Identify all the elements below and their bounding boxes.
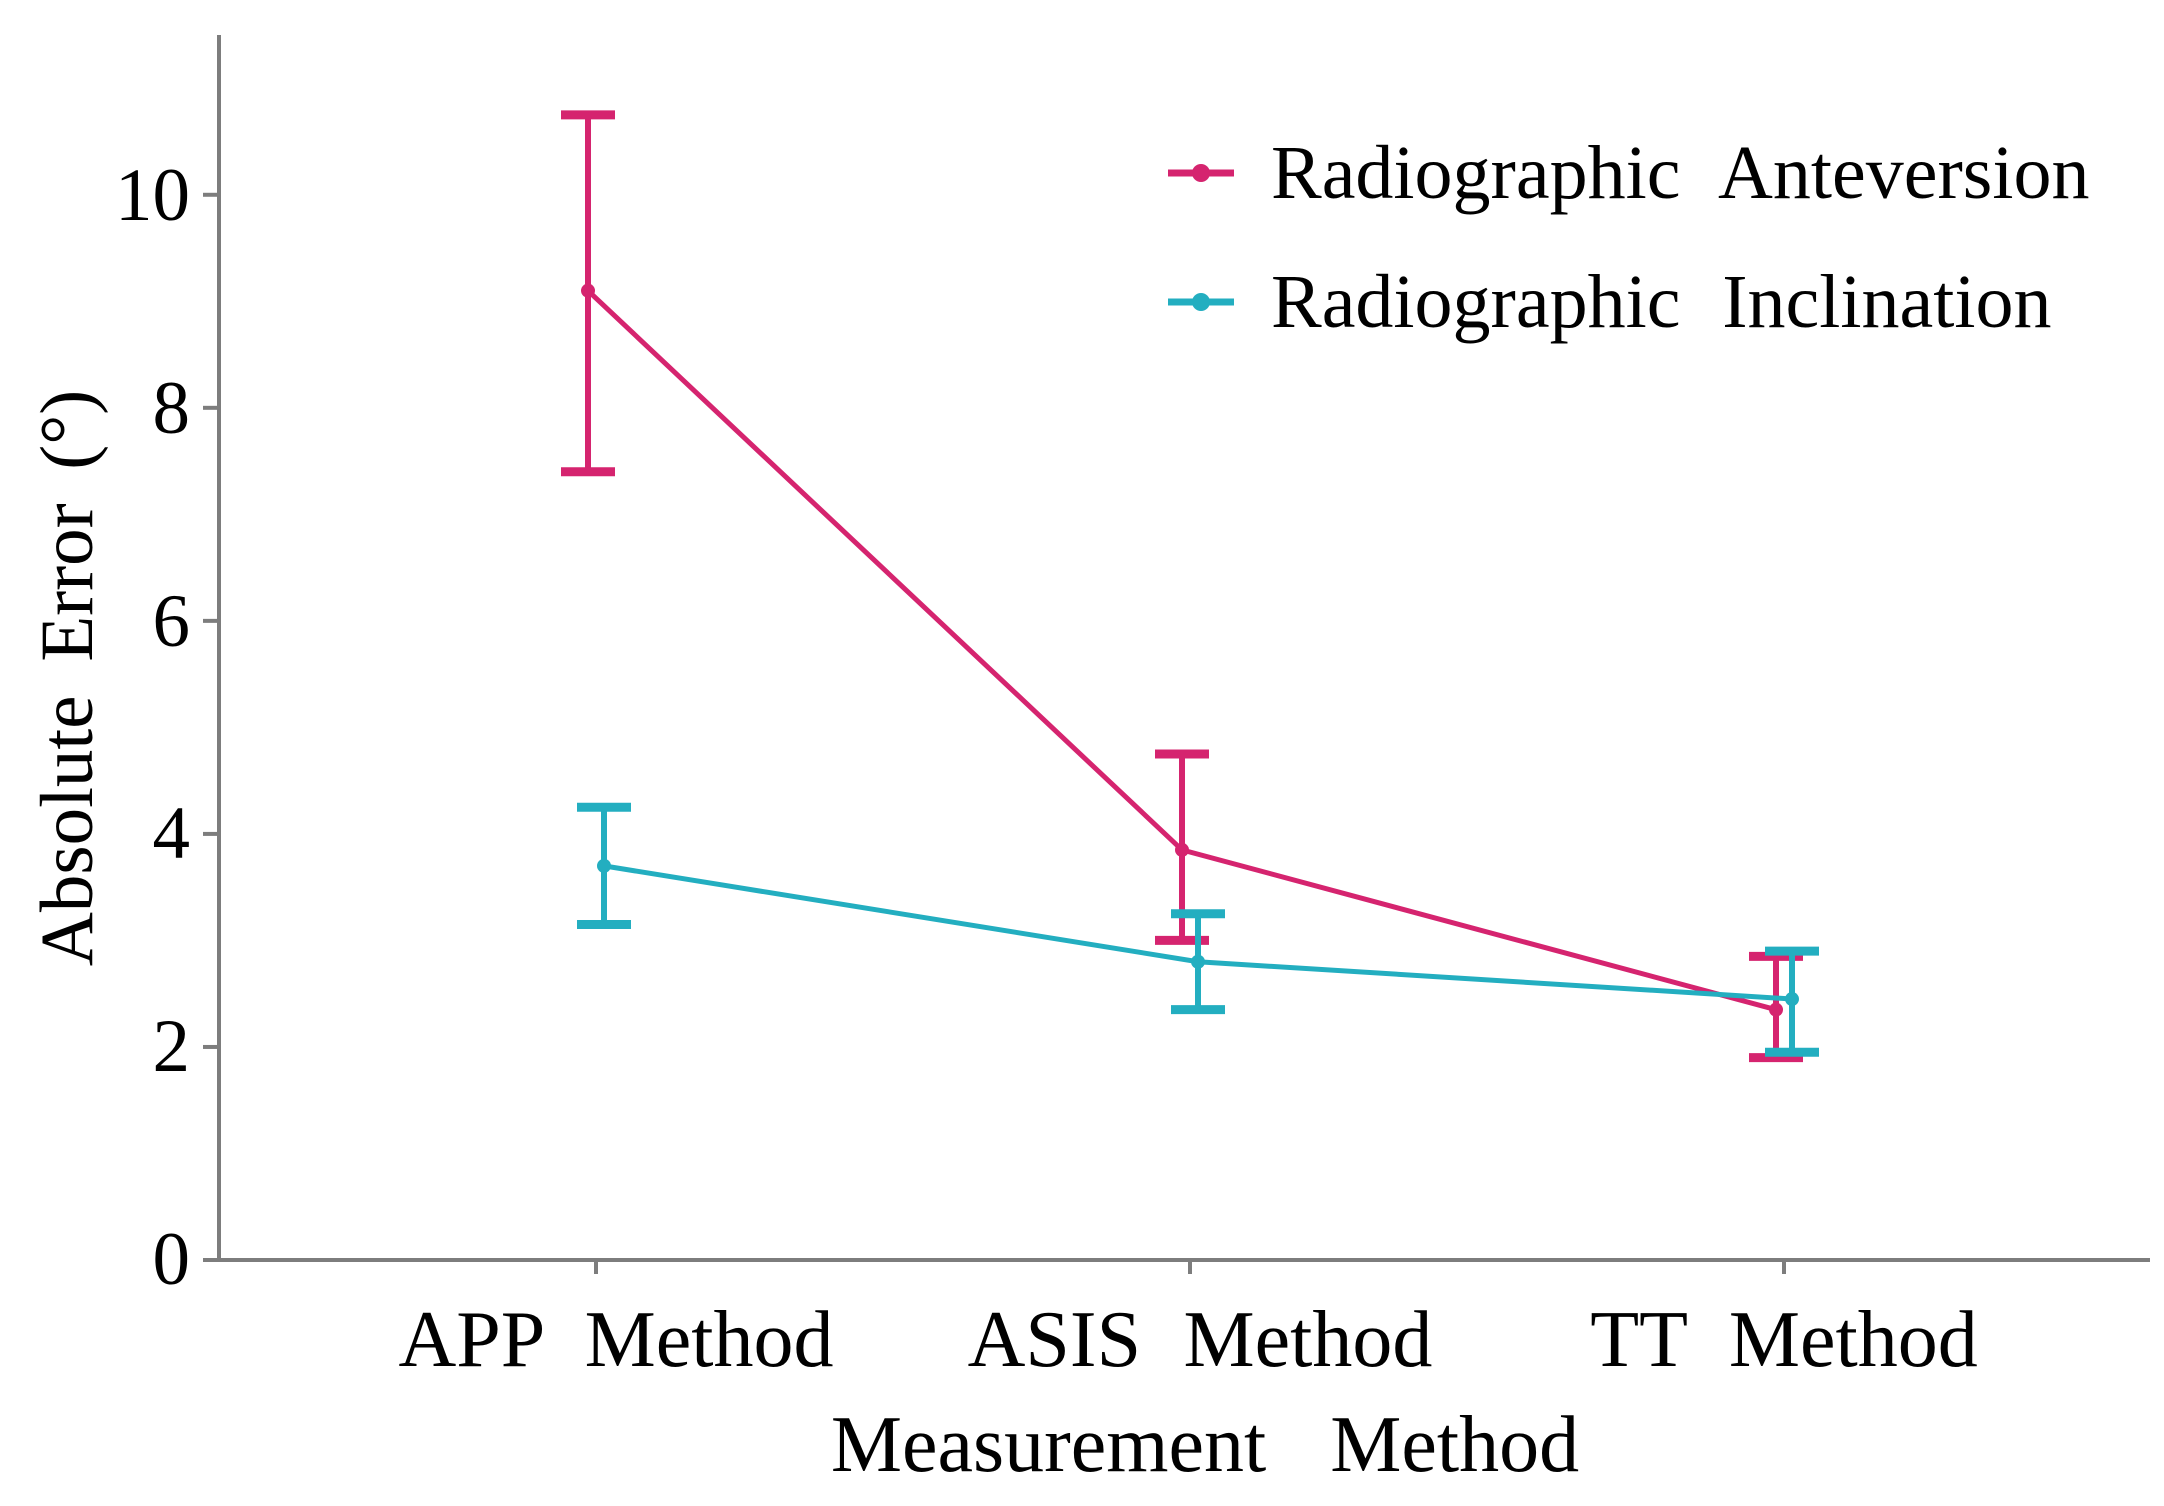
mean-point-marker bbox=[581, 283, 595, 298]
y-tick-label-10: 10 bbox=[115, 154, 190, 237]
mean-point-marker bbox=[1191, 954, 1205, 969]
legend-entry-anteversion: Radiographic Anteversion bbox=[1165, 128, 2090, 218]
mean-point-marker bbox=[597, 858, 611, 873]
x-axis-title: Measurement Method bbox=[830, 1401, 1580, 1489]
legend-label-inclination: Radiographic Inclination bbox=[1271, 260, 2052, 344]
x-tick-label-asis: ASIS Method bbox=[967, 1296, 1433, 1384]
mean-point-marker bbox=[1769, 1002, 1783, 1017]
x-tick-label-tt: TT Method bbox=[1590, 1296, 1978, 1384]
mean-point-marker bbox=[1175, 842, 1189, 857]
legend-label-anteversion: Radiographic Anteversion bbox=[1271, 131, 2090, 215]
y-tick-label-4: 4 bbox=[152, 792, 191, 875]
inclination-line-marker-icon bbox=[1168, 293, 1234, 311]
y-axis-title: Absolute Error (°) bbox=[26, 389, 109, 967]
x-tick-label-app: APP Method bbox=[398, 1296, 834, 1384]
y-tick-label-8: 8 bbox=[152, 367, 191, 450]
y-tick-label-6: 6 bbox=[152, 580, 191, 663]
mean-point-marker bbox=[1785, 992, 1799, 1007]
y-tick-label-0: 0 bbox=[152, 1218, 191, 1301]
legend-entry-inclination: Radiographic Inclination bbox=[1165, 257, 2051, 347]
y-tick-label-2: 2 bbox=[152, 1005, 191, 1088]
anteversion-line-marker-icon bbox=[1168, 164, 1234, 182]
